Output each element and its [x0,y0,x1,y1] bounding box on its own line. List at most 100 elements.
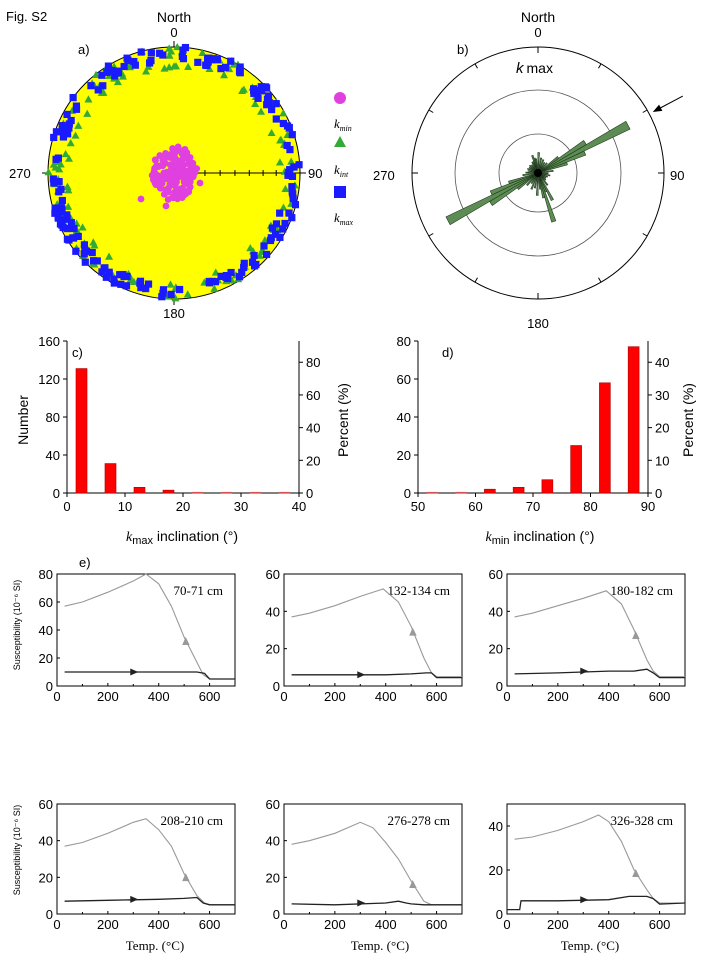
kmax-point [99,82,107,90]
kint-point [165,44,174,52]
kmax-point [63,224,71,233]
kint-point [198,48,207,57]
kmin-point [168,163,176,170]
kmax-point [81,258,89,266]
kmax-point [111,72,119,80]
rose-rings [411,46,665,300]
kmax-point [272,100,280,108]
thermo-x-tick-label: 600 [649,689,671,704]
kmax-point [281,219,289,228]
kint-point [238,86,247,95]
cooling-arrow [409,880,417,889]
kmax-point [288,131,296,139]
thermo-y-tick-label: 40 [266,604,280,619]
kmax-point [102,273,110,281]
thermo-x-tick-label: 0 [53,689,60,704]
hist-x-tick-label: 50 [411,499,425,514]
kmax-point [107,67,115,75]
kint-point [183,290,192,298]
cooling-curve [291,821,462,906]
rose-270-label: 270 [373,168,395,183]
rose-petal [535,172,539,196]
rose-petal [489,172,539,196]
kmax-point [69,234,78,242]
kmax-point [80,241,89,249]
kmax-point [167,290,175,299]
hist-y-tick-label: 40 [397,410,411,425]
kint-point [267,128,276,137]
kmax-point [112,67,120,76]
kint-point [63,182,72,191]
thermo-x-tick-label: 600 [426,689,448,704]
kmax-point [289,190,297,198]
thermo-y-tick-label: 0 [46,679,53,694]
thermo-y-tick-label: 0 [496,907,503,922]
kmin-point [151,165,158,172]
kmax-point [55,178,63,186]
kmin-point [151,156,159,164]
kint-point [246,244,255,252]
hist-x-tick-label: 80 [583,499,597,514]
thermo-x-tick-label: 200 [324,917,346,932]
kmax-point [94,86,102,94]
kmax-point [74,232,82,241]
thermo-y-tick-label: 0 [273,679,280,694]
thermo-y-tick-label: 40 [489,604,503,619]
kmax-point [235,273,244,281]
kmax-point [159,286,168,294]
heating-curve [507,895,686,911]
stereonet-legend: kmin kint kmax [334,92,354,227]
kint-point [64,202,73,210]
kmax-point [58,122,66,130]
legend-kint-marker [334,136,346,147]
rose-center [534,169,542,177]
cooling-arrow [182,873,190,882]
hist-bar [512,486,525,494]
hist-bar [599,382,611,494]
thermo-y-tick-label: 40 [266,834,280,849]
kint-point [51,163,60,171]
thermo-x-tick-label: 200 [547,917,569,932]
kmax-point [81,247,89,255]
kmax-point [260,242,268,250]
stereonet-90-label: 90 [308,166,322,181]
kmax-point [58,196,66,205]
hist-x-tick-label: 20 [176,499,190,514]
thermo-x-tick-label: 600 [199,917,221,932]
rose-arrow-shaft [656,95,684,111]
kmax-point [268,105,276,114]
cooling-curve [514,590,685,678]
thermo-frame [283,803,463,915]
kmax-point [147,49,155,57]
thermo-plot: 0 200 400 600 0 20 40 60 80 70-71 cm [39,567,236,704]
hist-bar [570,445,582,494]
thermo-y-tick-label: 0 [273,907,280,922]
kmax-point [272,115,280,123]
heating-curve [64,671,235,680]
kmax-point [54,214,62,222]
kint-point [83,109,92,117]
hist-y2-tick-label: 0 [306,486,313,501]
kmax-point [250,251,258,260]
hist-y-tick-label: 40 [46,448,60,463]
hist-bar [484,488,496,494]
kmax-point [123,272,131,281]
hist-y2-tick-label: 20 [655,421,669,436]
kmin-point [185,188,193,196]
thermo-y-tick-label: 60 [39,595,53,610]
kmax-point [286,146,294,154]
kmax-point [178,52,186,60]
kmax-point [104,62,113,70]
hist-y2-tick-label: 30 [655,388,669,403]
kmax-point [51,209,59,217]
kmax-point [288,183,296,191]
kmax-point [194,58,202,66]
kint-point [210,284,219,292]
rose-mean-arrow [652,95,684,112]
kmax-point [63,211,71,219]
rose-panel: b) North 0 270 90 180 k max [373,9,684,331]
kmax-point [213,55,221,64]
rose-petal [526,172,539,187]
